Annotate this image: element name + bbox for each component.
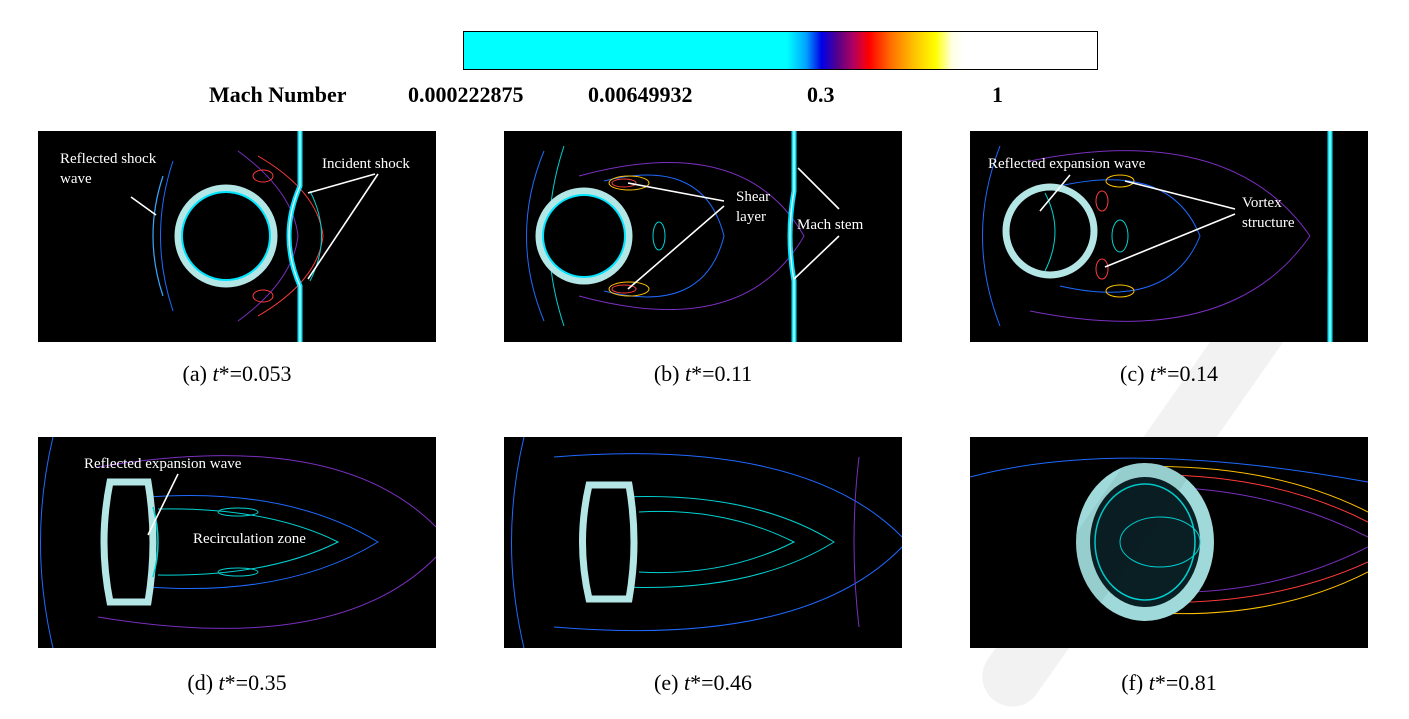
- caption-e: (e) t*=0.46: [654, 670, 752, 695]
- annotation-reflected-expansion: Reflected expansion wave: [988, 156, 1146, 172]
- caption-c: (c) t*=0.14: [1120, 361, 1218, 386]
- arrow-incident-shock-1: [307, 173, 376, 194]
- arrow-shear-2: [627, 205, 725, 290]
- annotation-shear: Shear: [736, 189, 770, 205]
- arrow-shear-1: [627, 182, 725, 202]
- panel-d: Reflected expansion wave Recirculation z…: [38, 437, 436, 648]
- caption-f: (f) t*=0.81: [1121, 670, 1217, 695]
- panel-e: [504, 437, 902, 648]
- arrow-vortex-2: [1104, 213, 1236, 268]
- arrow-reflected-expansion: [1039, 174, 1071, 212]
- mach-colorbar: [463, 31, 1098, 70]
- colorbar-title: Mach Number: [209, 82, 347, 107]
- annotation-reflected-shock: Reflected shock: [60, 151, 157, 167]
- annotation-structure: structure: [1242, 215, 1295, 231]
- panel-a-field: Reflected shock wave Incident shock: [60, 131, 410, 342]
- colorbar-tick-2: 0.00649932: [588, 82, 693, 107]
- panel-b: Shear layer Mach stem: [504, 131, 902, 342]
- annotation-wave: wave: [60, 171, 92, 187]
- caption-b: (b) t*=0.11: [653, 361, 753, 386]
- colorbar-tick-1: 0.000222875: [408, 82, 524, 107]
- panel-f: [970, 437, 1368, 648]
- panel-c-field: Reflected expansion wave Vortex structur…: [982, 131, 1333, 342]
- panel-a: Reflected shock wave Incident shock: [38, 131, 436, 342]
- arrow-mach-stem-2: [793, 235, 840, 280]
- arrow-reflected-expansion-d: [147, 473, 179, 536]
- panel-f-field: [970, 457, 1368, 621]
- panel-c: Reflected expansion wave Vortex structur…: [970, 131, 1368, 342]
- caption-a: (a) t*=0.053: [182, 361, 292, 386]
- annotation-layer: layer: [736, 209, 766, 225]
- annotation-mach-stem: Mach stem: [797, 217, 864, 233]
- arrow-vortex-1: [1124, 180, 1236, 210]
- annotation-recirculation: Recirculation zone: [193, 531, 306, 547]
- panel-e-field: [511, 437, 902, 648]
- colorbar-tick-3: 0.3: [807, 82, 835, 107]
- panel-d-field: Reflected expansion wave Recirculation z…: [40, 437, 436, 648]
- annotation-incident-shock: Incident shock: [322, 156, 410, 172]
- arrow-incident-shock-2: [307, 173, 379, 280]
- annotation-vortex: Vortex: [1242, 195, 1282, 211]
- annotation-reflected-expansion-d: Reflected expansion wave: [84, 456, 242, 472]
- arrow-reflected-shock: [130, 196, 157, 216]
- arrow-mach-stem-1: [797, 167, 840, 210]
- panel-b-field: Shear layer Mach stem: [526, 131, 864, 342]
- colorbar-tick-4: 1: [992, 82, 1003, 107]
- caption-d: (d) t*=0.35: [187, 670, 287, 695]
